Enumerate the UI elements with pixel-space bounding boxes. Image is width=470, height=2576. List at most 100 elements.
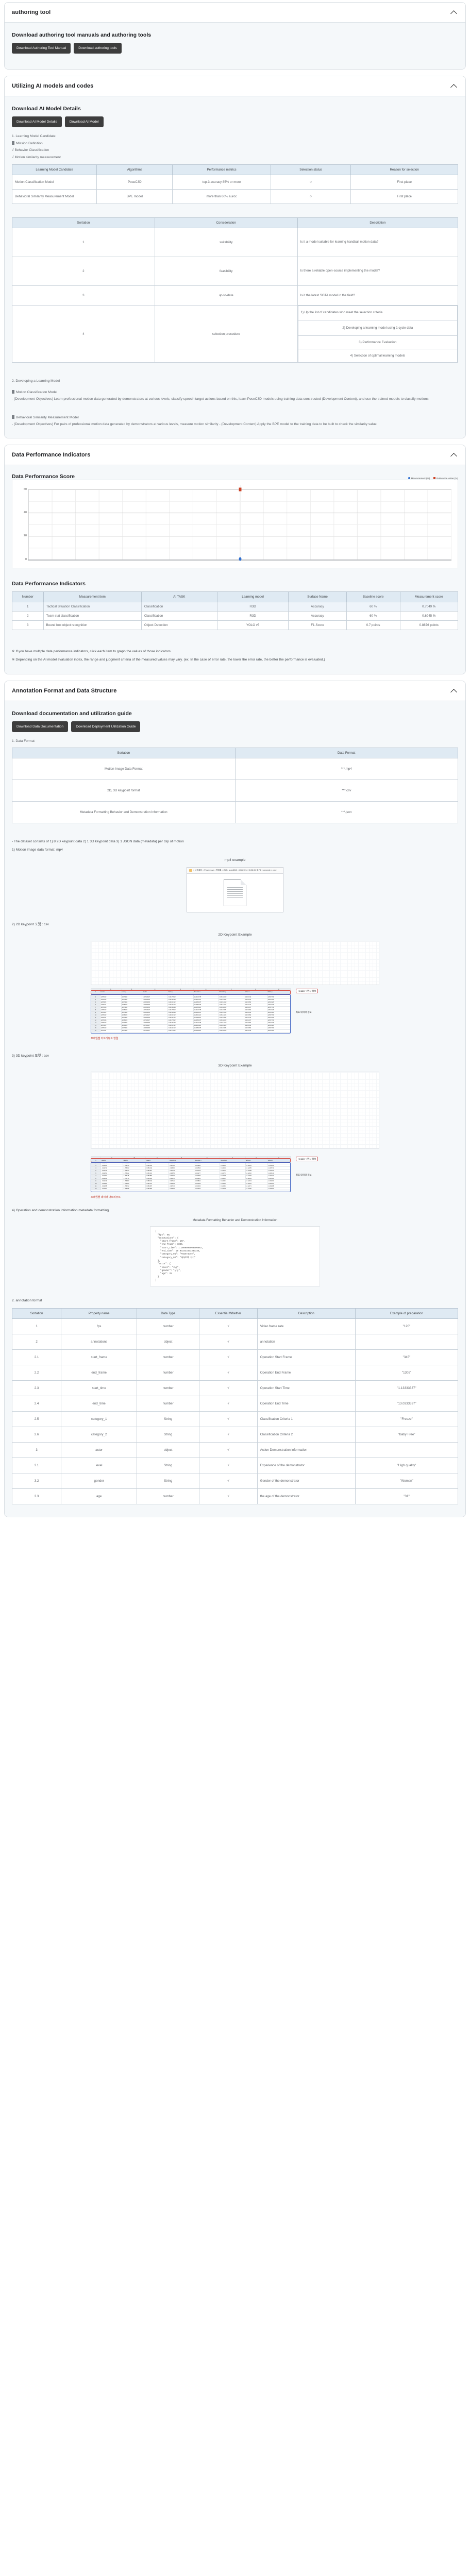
cell-example	[355, 1442, 458, 1458]
bullet-label: Mission Definition	[16, 141, 43, 145]
sheet-row: 12 -0.29057 1.355688 0.082955 -0.28699 1.2944…	[91, 1187, 291, 1191]
cell-example: "31"	[355, 1488, 458, 1504]
panel-authoring-tool-header[interactable]: authoring tool	[5, 3, 465, 23]
cell-number: 2	[12, 611, 44, 621]
cell-example: "High quality"	[355, 1457, 458, 1473]
model-title-label: Behavioral Similarity Measurement Model	[16, 415, 79, 419]
table-row[interactable]: 2 Team stat classification Classificatio…	[12, 611, 459, 621]
developing-learning-model-heading: 2. Developing a Learning Model	[12, 379, 60, 383]
cell-measurement-item: Bound box object recognition	[43, 620, 142, 630]
th-sortation: Sortation	[12, 747, 236, 758]
cell-description: Operation End Frame	[257, 1364, 356, 1381]
square-bullet-icon	[12, 141, 14, 145]
cell-metric: top-3 acuracy 85% or more	[172, 175, 271, 190]
panel-title: Data Performance Indicators	[12, 451, 91, 458]
panel-ai-models-body: Download AI Model Details Download AI Mo…	[5, 96, 465, 438]
cell-data-type: number	[137, 1349, 200, 1365]
th-learning-model: Learning model	[216, 591, 289, 602]
download-ai-model-details-button[interactable]: Download AI Model Details	[12, 116, 62, 127]
legend-item-measurement[interactable]: Measurement (%)	[408, 477, 430, 480]
cell-measurement-item: Tactical Situation Classification	[43, 601, 142, 612]
cell-consideration: selection procedure	[154, 305, 298, 363]
table-row[interactable]: 1 Tactical Situation Classification Clas…	[12, 601, 459, 612]
file-explorer-mock: » 내 컴퓨터 > Powermove > 원본홈 > 고급 > actor80…	[187, 867, 283, 912]
cell-property-name: annotations	[61, 1333, 138, 1350]
cell-number: 3	[12, 620, 44, 630]
data-point-reference-value[interactable]	[239, 487, 241, 492]
th-surface-name: Surface Name	[288, 591, 347, 602]
mp4-example-figure: » 내 컴퓨터 > Powermove > 원본홈 > 고급 > actor80…	[12, 867, 458, 912]
chevron-up-icon[interactable]	[451, 687, 458, 694]
cell-sortation: 2	[11, 1333, 62, 1350]
sub-desc: 3) Performance Evaluation	[297, 335, 458, 349]
panel-annotation-format-header[interactable]: Annotation Format and Data Structure	[5, 681, 465, 702]
table-row[interactable]: 3 Bound box object recognition Object De…	[12, 620, 459, 630]
chart-card: 60 40 20 0	[12, 479, 458, 568]
table-row: 2.1 start_frame number √ Operation Start Fra…	[11, 1349, 458, 1365]
download-ai-model-button[interactable]: Download AI Model	[64, 116, 104, 127]
cell-example: "345"	[355, 1349, 458, 1365]
cell-consideration: up-to-date	[154, 285, 298, 306]
legend-item-reference[interactable]: Reference value (%)	[433, 477, 458, 480]
model-block-body: - (Development Objectives) Learn profess…	[12, 397, 429, 401]
legend-label: Measurement (%)	[411, 477, 430, 480]
cell-measurement-item: Team stat classification	[43, 611, 142, 621]
chevron-up-icon[interactable]	[451, 9, 458, 16]
learning-model-candidate-table: Learning Model Candidate Algorithms Perf…	[11, 164, 458, 205]
sheet-row: 16 1205.211 1167.443 1207.24937 1226.77812 11…	[91, 1029, 291, 1032]
th-baseline-score: Baseline score	[346, 591, 400, 602]
cell-learning-model: R3D	[216, 601, 289, 612]
chevron-up-icon[interactable]	[451, 451, 458, 459]
table-row: Behavioral Similarity Measurement Model …	[11, 189, 458, 205]
callout-header-3d-label: Header : 영상 정보	[296, 1157, 318, 1162]
sheet-row: 3 1205.442 1167.443 1207.24937 1226.77812 112…	[91, 995, 291, 999]
cell-example: "Freeze"	[355, 1411, 458, 1427]
check-icon: √	[12, 155, 15, 159]
cell-data-type: String	[137, 1411, 200, 1427]
cell-algorithm: PoseC3D	[96, 175, 173, 190]
th-property-name: Property name	[61, 1308, 138, 1319]
sub-row: 1) Up the list of candidates who meet th…	[297, 306, 458, 320]
cell-example	[355, 1333, 458, 1350]
chevron-up-icon[interactable]	[451, 82, 458, 90]
model-block-title: Behavioral Similarity Measurement Model	[12, 415, 458, 421]
panel-title: Annotation Format and Data Structure	[12, 688, 117, 694]
download-authoring-tool-manual-button[interactable]: Download Authoring Tool Manual	[12, 43, 71, 54]
download-authoring-tools-button[interactable]: Download authoring tools	[74, 43, 122, 54]
chart-header: Data Performance Score Measurement (%) R…	[12, 473, 458, 480]
panel-data-performance-header[interactable]: Data Performance Indicators	[5, 445, 465, 465]
cell-data-type: object	[137, 1442, 200, 1458]
table-row: 4 selection procedure 1) Up the list of …	[12, 305, 459, 363]
table-row: 2.5 category_1 String √ Classification Crite…	[11, 1411, 458, 1427]
y-axis-tick: 20	[24, 534, 27, 538]
cell-consideration: suitability	[154, 228, 298, 258]
cell-ai-task: Classification	[141, 611, 217, 621]
cell-property-name: actor	[61, 1442, 138, 1458]
th-algorithms: Algorithms	[96, 164, 173, 176]
3d-frame-attribute-caption: 프레임별 데이터 어트리뷰트	[91, 1196, 121, 1199]
sub-desc: 1) Up the list of candidates who meet th…	[297, 306, 458, 320]
cell-consideration: feasibility	[154, 257, 298, 286]
panel-ai-models-header[interactable]: Utilizing AI models and codes	[5, 76, 465, 96]
cell-description: Gender of the demonstrator	[257, 1472, 356, 1489]
cell-ai-task: Object Detection	[141, 620, 217, 630]
panel-title: authoring tool	[12, 9, 51, 15]
table-row: 2.4 end_time number √ Operation End Time "13.…	[11, 1395, 458, 1412]
panel-ai-models: Utilizing AI models and codes Download A…	[4, 76, 466, 438]
table-row: 2.3 start_time number √ Operation Start Time…	[11, 1380, 458, 1396]
table-row: Motion Image Data Format ***.mp4	[12, 757, 458, 780]
download-deployment-utilization-guide-button[interactable]: Download Deployment Utilization Guide	[71, 721, 141, 733]
annotation-format-table: Sortation Property name Data Type Essent…	[11, 1308, 458, 1504]
download-data-documentation-button[interactable]: Download Data Documentation	[12, 721, 69, 733]
cell-format: ***.json	[234, 801, 458, 823]
sheet-row: 6 1205.211 1165.109 1205.52806 1229.44712 112…	[91, 1003, 291, 1007]
data-highlight-box	[91, 994, 291, 1033]
bullet-label: Motion similarity measurement	[14, 155, 61, 159]
chart-plot: 60 40 20 0	[24, 485, 451, 561]
data-point-measurement[interactable]	[239, 557, 241, 561]
cell-description-group: 1) Up the list of candidates who meet th…	[297, 305, 459, 363]
data-performance-table: Number Measurement item AI TASK Learning…	[12, 591, 459, 630]
cell-sortation: 2D, 3D keypoint format	[12, 779, 236, 802]
cell-sortation: 3	[11, 1442, 62, 1458]
cell-number: 1	[12, 601, 44, 612]
